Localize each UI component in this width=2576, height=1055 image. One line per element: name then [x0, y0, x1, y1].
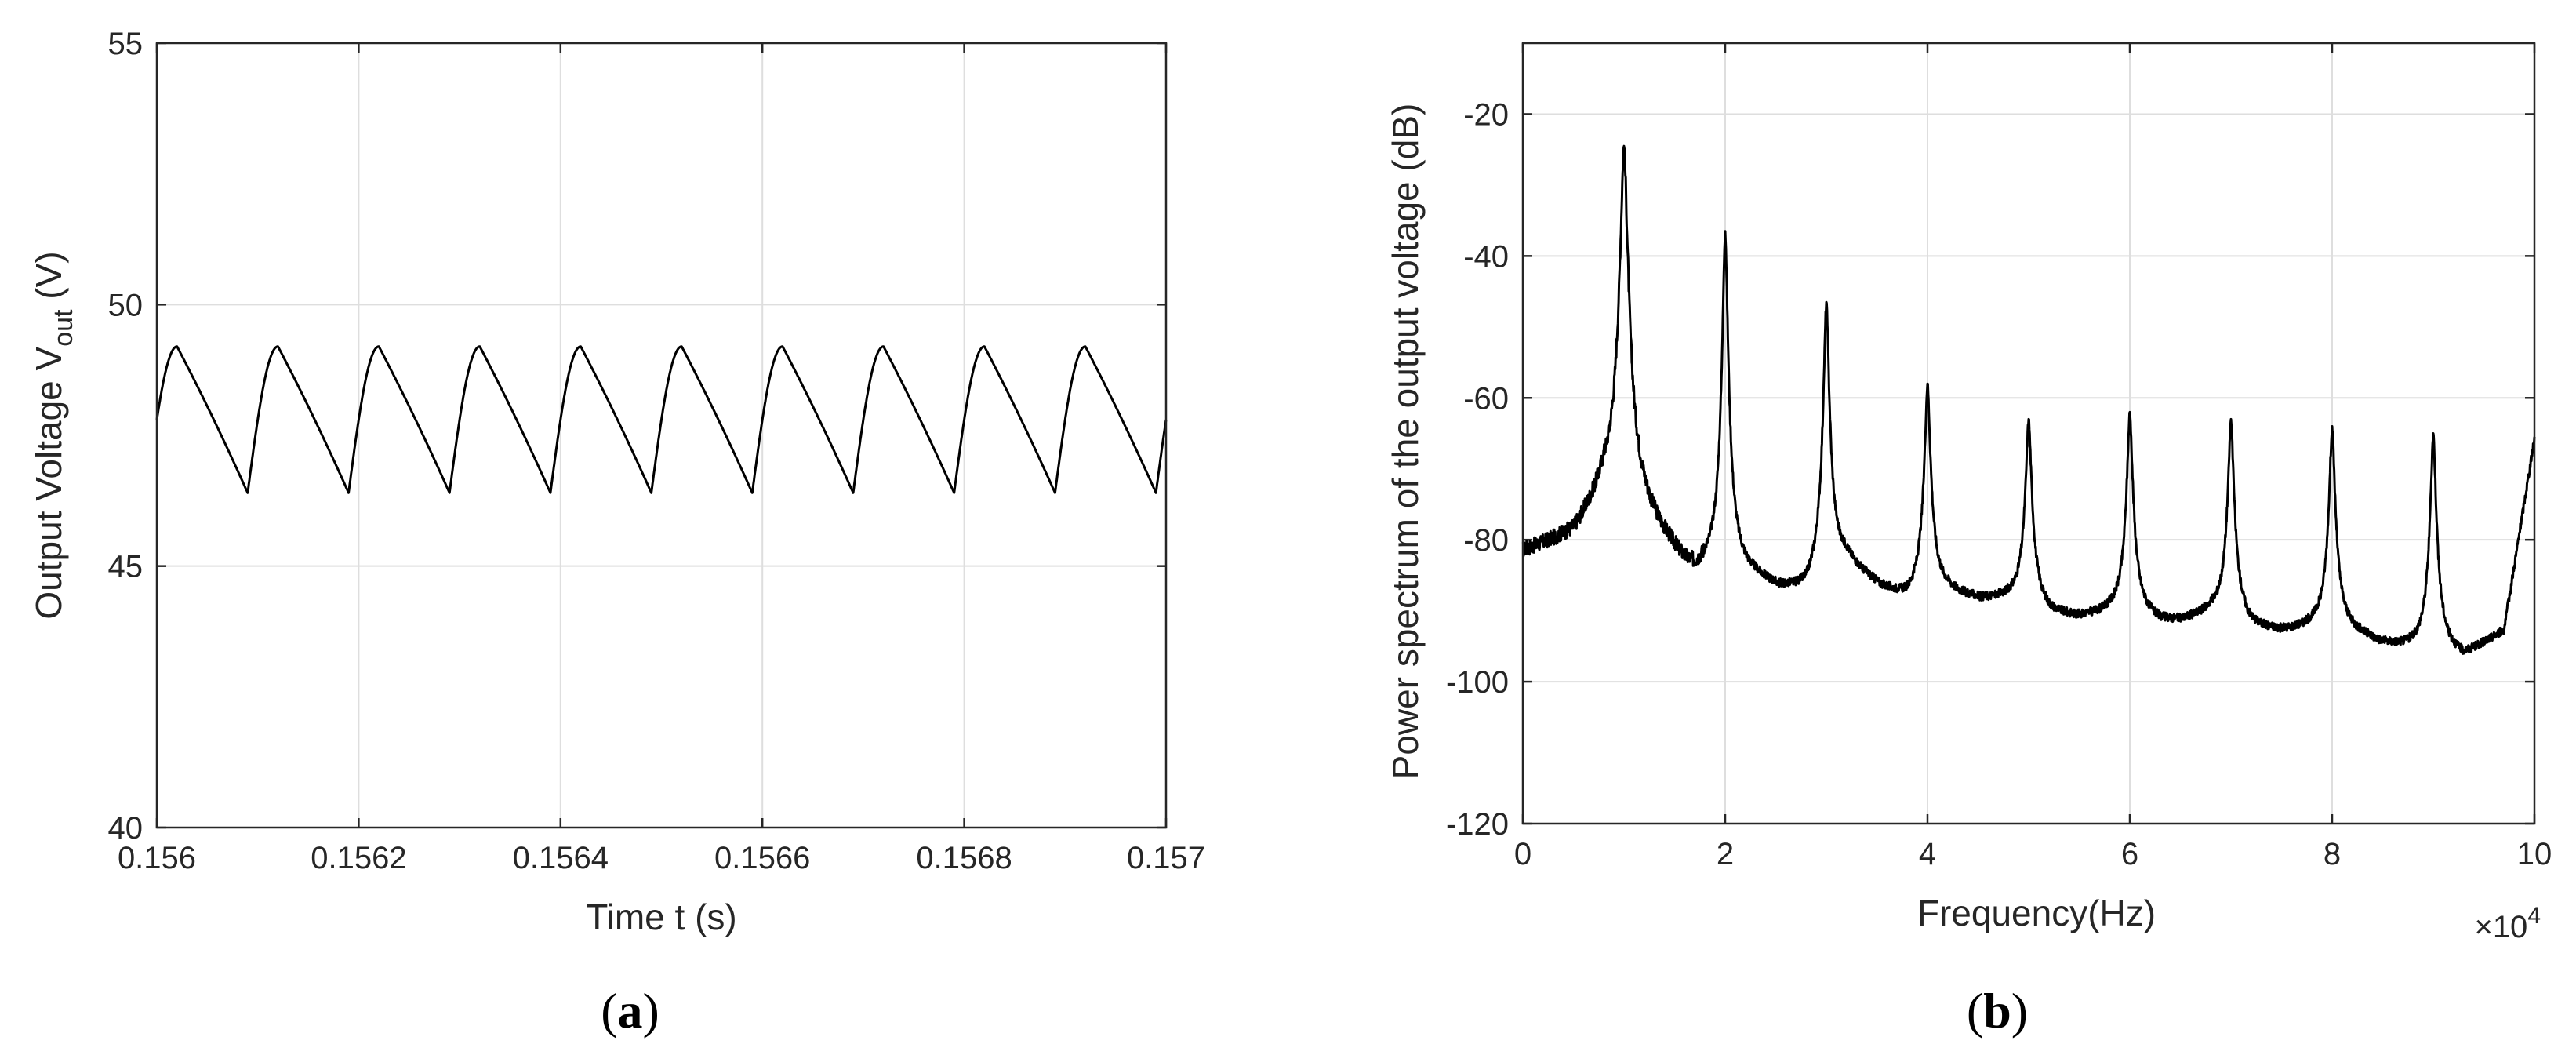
panel-b-caption: (b)	[1967, 983, 2028, 1039]
panel-a-y-axis-label-subscript: out	[49, 309, 78, 347]
x-tick-label: 0.1568	[916, 841, 1012, 875]
power-spectrum-line	[1521, 144, 2536, 655]
y-tick-label: -100	[1446, 665, 1509, 700]
y-tick-label: -20	[1463, 97, 1509, 132]
panel-b-series	[1521, 144, 2536, 655]
panel-a-ticks: 0.156 0.1562 0.1564 0.1566 0.1568 0.157 40 45 50…	[108, 27, 1206, 875]
x-tick-label: 2	[1717, 837, 1734, 871]
panel-b-ticks: 0 2 4 6 8 10 -120 -100 -80 -60 -40 -20	[1446, 43, 2552, 871]
x-tick-label: 0	[1514, 837, 1531, 871]
panel-a-x-axis-label: Time t (s)	[586, 897, 737, 937]
y-tick-label: -60	[1463, 381, 1509, 416]
y-tick-label: 45	[108, 550, 144, 584]
x-tick-label: 0.1562	[311, 841, 406, 875]
panel-b-frame	[1521, 42, 2536, 825]
x-tick-label: 0.1566	[714, 841, 810, 875]
panel-a-series	[155, 345, 1168, 494]
panel-a-caption: (a)	[601, 983, 659, 1039]
x-tick-label: 4	[1919, 837, 1936, 871]
x-tick-label: 0.1564	[513, 841, 609, 875]
y-tick-label: 50	[108, 288, 144, 322]
panel-b-x-multiplier-exponent: 4	[2527, 903, 2541, 929]
panel-a-grid	[156, 42, 1167, 828]
output-voltage-line	[155, 345, 1168, 494]
panel-b-y-axis-label: Power spectrum of the output voltage (dB…	[1385, 104, 1426, 780]
y-tick-label: -120	[1446, 807, 1509, 842]
x-tick-label: 0.157	[1127, 841, 1205, 875]
y-tick-label: 40	[108, 811, 144, 846]
panel-b-x-axis-label: Frequency(Hz)	[1917, 893, 2156, 933]
panel-a-y-axis-label-unit: (V)	[28, 251, 69, 309]
x-tick-label: 10	[2517, 837, 2552, 871]
y-tick-label: 55	[108, 27, 144, 61]
panel-a: 0.156 0.1562 0.1564 0.1566 0.1568 0.157 40 45 50…	[28, 27, 1205, 1039]
y-tick-label: -80	[1463, 523, 1509, 558]
panel-a-y-axis-label: Output Voltage Vout (V)	[28, 251, 78, 619]
panel-b-x-multiplier-base: ×10	[2474, 910, 2527, 944]
panel-b: 0 2 4 6 8 10 -120 -100 -80 -60 -40 -20 Frequency(Hz…	[1385, 42, 2552, 1039]
panel-a-y-axis-label-main: Output Voltage V	[28, 346, 69, 619]
x-tick-label: 0.156	[118, 841, 196, 875]
panel-b-x-multiplier: ×104	[2474, 903, 2541, 944]
panel-a-frame	[155, 42, 1168, 829]
x-tick-label: 6	[2121, 837, 2138, 871]
x-tick-label: 8	[2323, 837, 2341, 871]
y-tick-label: -40	[1463, 239, 1509, 274]
